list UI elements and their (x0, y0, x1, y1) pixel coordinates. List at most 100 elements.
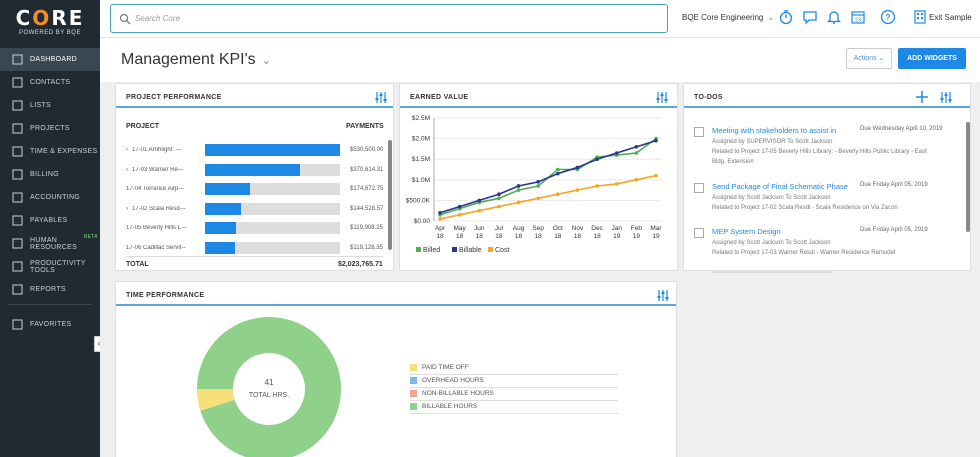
project-performance-widget: PROJECT PERFORMANCE PROJECT PAYMENTS › 17… (115, 83, 394, 271)
data-point (614, 151, 619, 155)
todo-title-link[interactable]: Send Package of Final Schematic Phase (712, 182, 848, 191)
sidebar-item-contacts[interactable]: CONTACTS (0, 71, 100, 94)
sidebar-item-label: HUMAN RESOURCES (30, 236, 78, 251)
chat-icon[interactable] (802, 9, 818, 25)
data-point (556, 171, 560, 176)
scrollbar[interactable] (388, 140, 392, 250)
payment-amount: $370,614.31 (350, 166, 384, 173)
legend-swatch (410, 390, 417, 397)
reports-icon (12, 284, 23, 295)
payment-amount: $144,528.57 (350, 205, 384, 212)
todo-detail: Related to Project 17-05 Beverly Hills L… (712, 149, 927, 155)
exit-sample-link[interactable]: Exit Sample (929, 13, 972, 22)
table-row[interactable]: › 17-02 Scala Resd--- $144,528.57 (126, 202, 390, 216)
sidebar-item-lists[interactable]: LISTS (0, 94, 100, 117)
data-point (575, 165, 580, 170)
accounting-icon (12, 192, 23, 203)
todo-detail: Assigned by SUPERVISOR To Scott Jackson (712, 139, 833, 145)
data-point (457, 213, 462, 217)
payment-bar-track (205, 163, 340, 176)
chevron-down-icon: ⌄ (878, 55, 885, 62)
sidebar-item-label: LISTS (30, 102, 51, 109)
settings-sliders-icon[interactable] (656, 92, 668, 103)
todo-due-date: Due Friday April 05, 2019 (860, 227, 928, 233)
todo-title-link[interactable]: Meeting with stakeholders to assist in (712, 126, 837, 135)
calendar-icon[interactable]: 23 (850, 9, 866, 25)
company-name: BQE Core Engineering (682, 13, 764, 22)
sidebar-item-favorites[interactable]: FAVORITES (0, 313, 100, 336)
payment-bar-track (205, 183, 340, 195)
search-input[interactable]: Search Core (110, 4, 668, 33)
payment-bar-track (205, 144, 340, 156)
timer-icon[interactable] (778, 9, 794, 25)
todo-checkbox[interactable] (694, 183, 704, 193)
chevron-right-icon[interactable]: › (126, 205, 128, 212)
data-point (477, 208, 482, 213)
project-name-text: 17-01 Arnhlight: --- (132, 147, 182, 153)
settings-sliders-icon[interactable] (375, 92, 387, 103)
sidebar-item-label: PROJECTS (30, 125, 70, 132)
project-name: 17-06 Cadillac Servit--- (126, 245, 186, 251)
legend-label: Billed (423, 247, 440, 254)
sidebar-item-projects[interactable]: PROJECTS (0, 117, 100, 140)
project-name-text: 17-02 Scala Resd--- (132, 205, 186, 212)
data-point (477, 198, 482, 203)
sidebar-item-accounting[interactable]: ACCOUNTING (0, 186, 100, 209)
payment-amount: $119,908.25 (350, 225, 383, 231)
payment-amount: $174,672.75 (350, 186, 384, 192)
legend-swatch (410, 364, 417, 371)
todo-item: Meeting with stakeholders to assist in Du… (694, 124, 966, 174)
chevron-right-icon[interactable]: › (126, 147, 128, 153)
payment-amount: $119,128.35 (350, 244, 383, 251)
legend-item: OVERHEAD HOURS (410, 375, 618, 388)
todo-title-link[interactable]: MEP System Design (712, 227, 781, 236)
legend-swatch (488, 247, 493, 252)
todo-due-date: Due Wednesday April 10, 2019 (860, 126, 943, 132)
todo-checkbox[interactable] (694, 228, 704, 238)
table-row[interactable]: › 17-03 Warner Re--- $370,614.31 (126, 163, 390, 177)
table-row[interactable]: 17-04 Torrance Airp--- $174,672.75 (126, 182, 390, 196)
project-name: › 17-02 Scala Resd--- (126, 206, 186, 212)
help-icon[interactable]: ? (880, 9, 896, 25)
sidebar-item-payables[interactable]: PAYABLES (0, 209, 100, 232)
settings-sliders-icon[interactable] (657, 290, 669, 301)
payment-bar (205, 144, 340, 156)
actions-button[interactable]: Actions ⌄ (846, 48, 892, 69)
widget-title: TIME PERFORMANCE (116, 282, 676, 306)
x-tick-label: Aug 18 (513, 225, 525, 240)
table-row[interactable]: 17-06 Cadillac Servit--- $119,128.35 (126, 241, 390, 255)
sidebar-item-dashboard[interactable]: DASHBOARD (0, 48, 100, 71)
todos-widget: TO-DOS Meeting with stakeholders to assi… (683, 83, 971, 273)
payment-bar (205, 241, 235, 254)
add-icon[interactable] (916, 91, 928, 103)
sidebar-item-billing[interactable]: BILLING (0, 163, 100, 186)
page-title[interactable]: Management KPI's ⌄ (121, 51, 271, 69)
todo-checkbox[interactable] (694, 127, 704, 137)
sidebar-item-productivity-tools[interactable]: PRODUCTIVITY TOOLS (0, 255, 100, 278)
donut-center-value: 41 (265, 378, 274, 387)
table-row[interactable]: › 17-01 Arnhlight: --- $530,500.00 (126, 143, 390, 157)
table-row[interactable]: 17-05 Beverly Hills L--- $119,908.25 (126, 221, 390, 235)
settings-sliders-icon[interactable] (940, 92, 952, 103)
sidebar: CORE POWERED BY BQE DASHBOARD CONTACTS LIS… (0, 0, 100, 457)
y-tick-label: $2.0M (412, 136, 430, 143)
chevron-right-icon[interactable]: › (126, 166, 128, 173)
legend-label: PAID TIME OFF (422, 364, 469, 371)
sidebar-item-label: ACCOUNTING (30, 194, 81, 201)
legend-item: BILLABLE HOURS (410, 401, 618, 414)
legend-swatch (410, 403, 417, 410)
widget-title: PROJECT PERFORMANCE (116, 84, 393, 108)
bell-icon[interactable] (826, 9, 842, 25)
sidebar-item-label: DASHBOARD (30, 56, 78, 63)
x-tick-label: Sep 18 (532, 225, 544, 240)
company-selector[interactable]: BQE Core Engineering ⌄ (682, 13, 774, 22)
star-icon (12, 319, 23, 330)
sidebar-item-reports[interactable]: REPORTS (0, 278, 100, 301)
sidebar-item-human-resources[interactable]: HUMAN RESOURCES BETA (0, 232, 100, 255)
x-tick-label: Jun 18 (474, 225, 485, 240)
sidebar-item-time-expenses[interactable]: TIME & EXPENSES (0, 140, 100, 163)
logo[interactable]: CORE POWERED BY BQE (0, 0, 100, 48)
scrollbar[interactable] (966, 122, 970, 232)
add-widgets-button[interactable]: ADD WIDGETS (898, 48, 966, 69)
building-icon[interactable] (912, 9, 928, 25)
